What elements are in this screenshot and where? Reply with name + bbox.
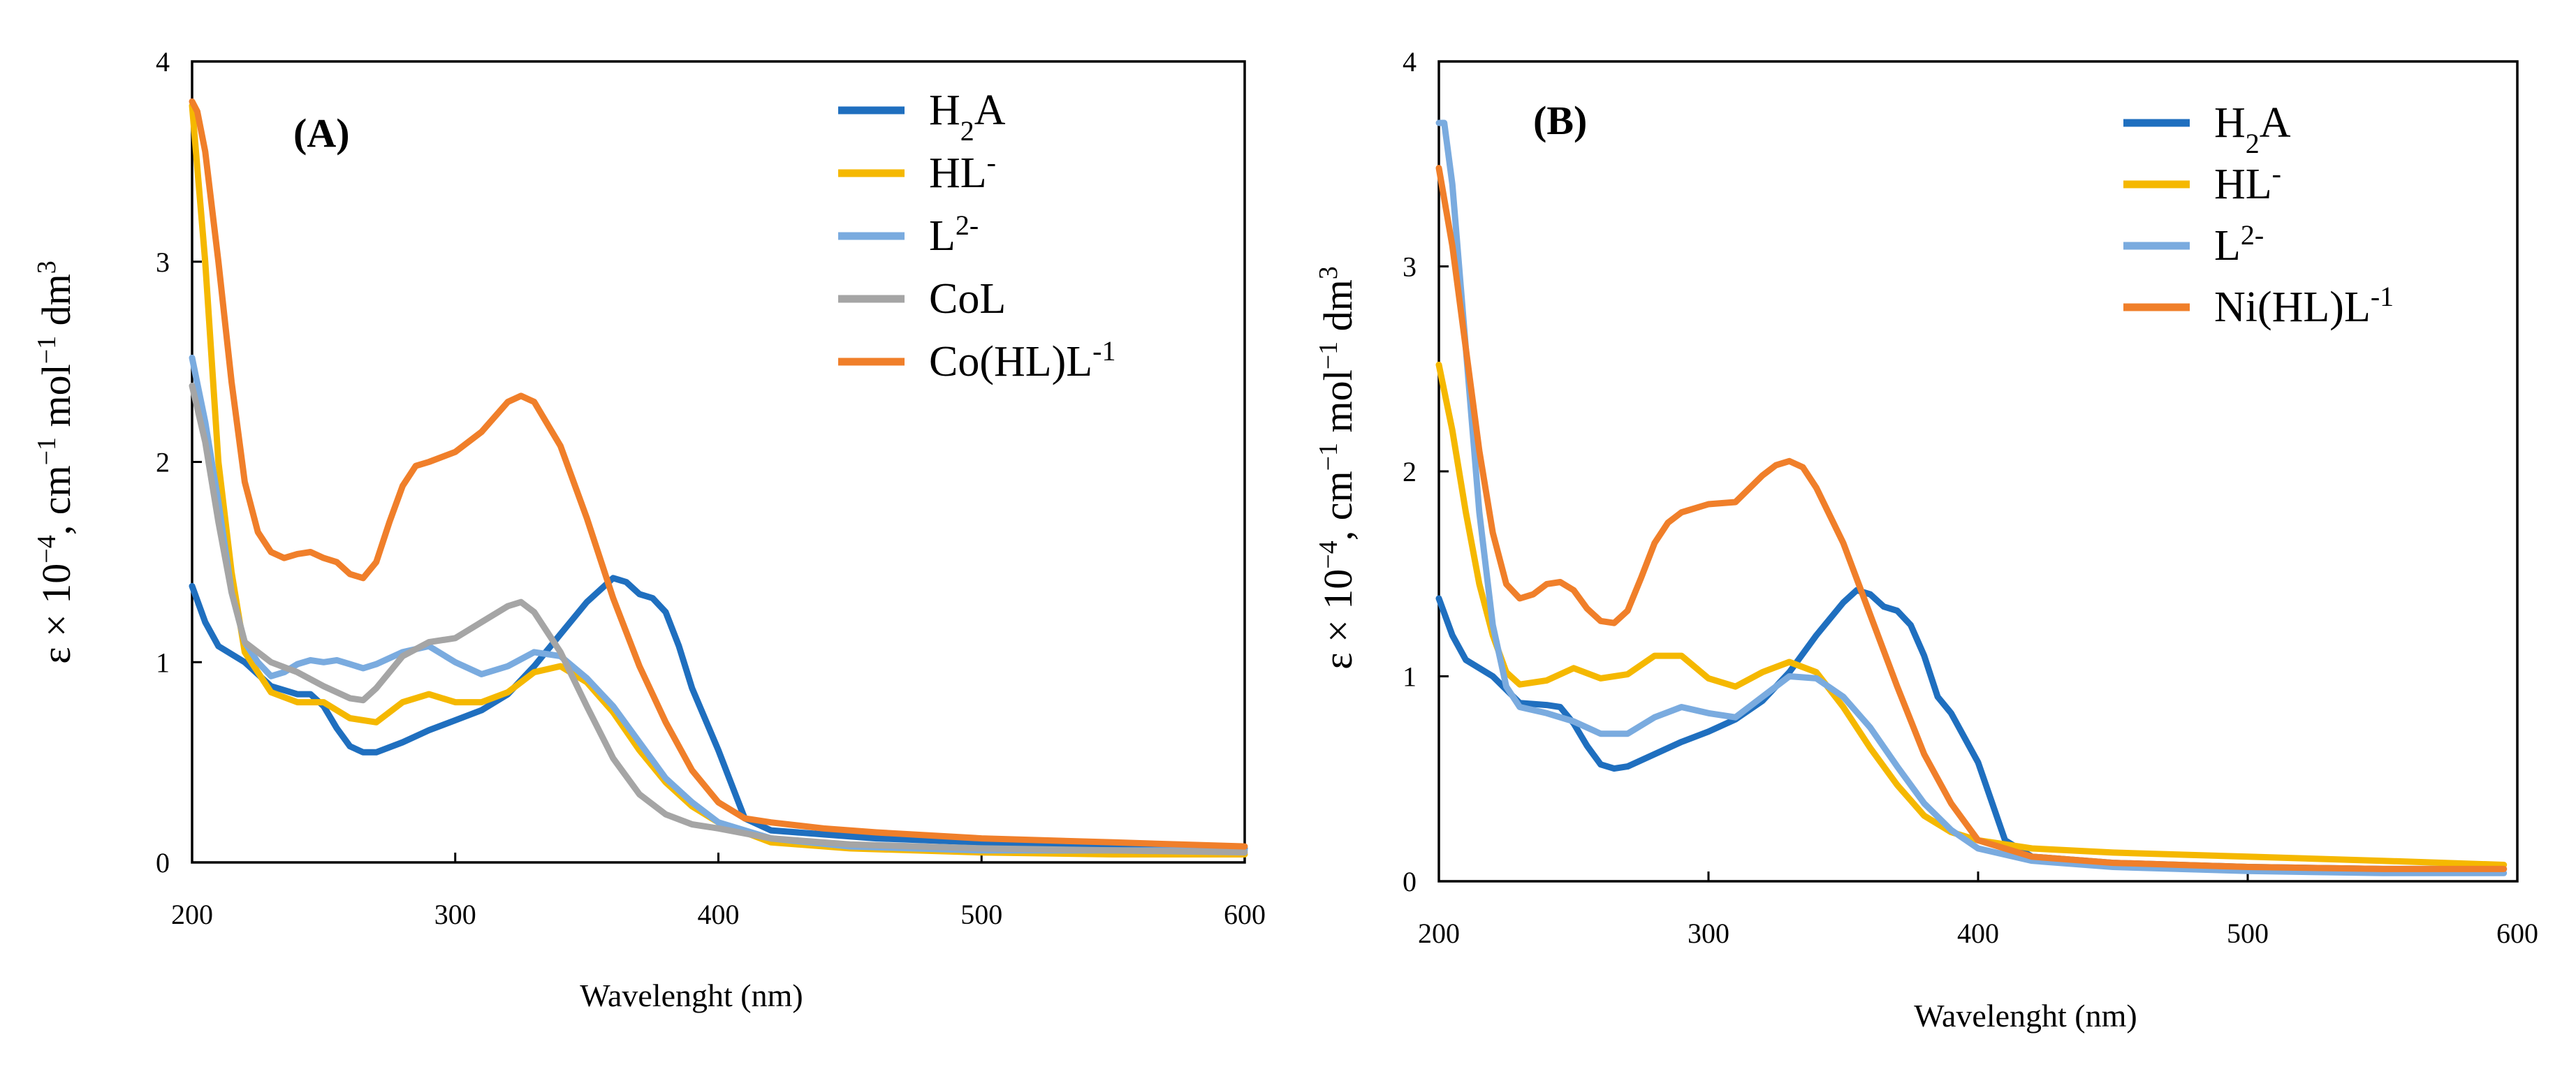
y-tick-label: 1 xyxy=(1403,661,1417,693)
x-tick-label: 400 xyxy=(1957,918,1999,949)
legend-text-sup: -1 xyxy=(2371,281,2394,312)
y-tick-label: 4 xyxy=(1403,46,1417,78)
legend-entry: CoL xyxy=(929,275,1006,323)
y-axis-label: ε × 10−4, cm−1 mol−1 dm3 xyxy=(32,260,79,664)
x-axis-label: Wavelenght (nm) xyxy=(580,978,803,1013)
x-tick-label: 500 xyxy=(2227,918,2269,949)
series-line-l xyxy=(189,354,1248,854)
legend-text-name: HL xyxy=(929,149,987,197)
legend-entry: L2- xyxy=(929,209,979,260)
legend-text-name: Co(HL)L xyxy=(929,338,1092,385)
series-line-hl xyxy=(1435,361,2508,868)
legend-text-sub: 2 xyxy=(2246,128,2260,159)
x-tick-label: 600 xyxy=(2496,918,2538,949)
legend-text-sup: 2- xyxy=(2241,219,2264,251)
y-tick-label: 4 xyxy=(156,46,170,78)
legend-text-name: CoL xyxy=(929,275,1006,323)
legend-text-sup: - xyxy=(987,147,996,178)
y-tick-label: 3 xyxy=(1403,251,1417,283)
legend-entry: H2A xyxy=(929,87,1006,147)
y-axis-label: ε × 10−4, cm−1 mol−1 dm3 xyxy=(1314,266,1361,670)
x-tick-label: 300 xyxy=(434,899,476,930)
series-line-h2a xyxy=(1435,587,2508,872)
legend-text-tail: A xyxy=(2260,99,2291,147)
legend-text-sup: 2- xyxy=(956,209,979,241)
legend-entry: H2A xyxy=(2214,99,2291,159)
panel-label: (B) xyxy=(1533,98,1587,143)
series-line-ni-hl-l xyxy=(1435,165,2508,872)
x-tick-label: 200 xyxy=(1418,918,1460,949)
x-tick-label: 600 xyxy=(1224,899,1266,930)
legend-entry: HL- xyxy=(2214,158,2281,209)
legend-text-sub: 2 xyxy=(960,115,974,147)
y-tick-label: 3 xyxy=(156,247,170,278)
legend-text-name: HL xyxy=(2214,161,2272,208)
series-line-col xyxy=(189,383,1248,856)
legend-text-name: L xyxy=(2214,222,2241,270)
panel-label: (A) xyxy=(293,110,350,156)
legend-text-sup: - xyxy=(2272,158,2281,189)
y-tick-label: 2 xyxy=(1403,456,1417,487)
legend-text-name: L xyxy=(929,212,956,260)
y-tick-label: 0 xyxy=(156,847,170,878)
legend-entry: Co(HL)L-1 xyxy=(929,335,1116,386)
legend-text-tail: A xyxy=(974,87,1006,134)
x-axis-label: Wavelenght (nm) xyxy=(1914,998,2137,1033)
y-tick-label: 2 xyxy=(156,447,170,478)
legend-entry: L2- xyxy=(2214,219,2264,270)
legend-text-sup: -1 xyxy=(1092,335,1115,367)
y-tick-label: 1 xyxy=(156,647,170,678)
x-tick-label: 400 xyxy=(698,899,740,930)
series-line-h2a xyxy=(189,575,1248,852)
legend-text-name: H xyxy=(2214,99,2246,147)
legend-entry: HL- xyxy=(929,147,996,198)
series-line-l xyxy=(1435,119,2508,876)
chart-panel-a: (A) ε × 10−4, cm−1 mol−1 dm3 Wavelenght … xyxy=(32,46,1266,1013)
legend-text-name: Ni(HL)L xyxy=(2214,284,2371,331)
legend-entry: Ni(HL)L-1 xyxy=(2214,281,2394,332)
series-line-co-hl-l xyxy=(189,98,1248,850)
chart-panel-b: (B) ε × 10−4, cm−1 mol−1 dm3 Wavelenght … xyxy=(1314,46,2538,1033)
x-tick-label: 200 xyxy=(171,899,213,930)
y-tick-label: 0 xyxy=(1403,866,1417,897)
x-tick-label: 500 xyxy=(960,899,1002,930)
legend-text-name: H xyxy=(929,87,960,134)
x-tick-label: 300 xyxy=(1688,918,1729,949)
